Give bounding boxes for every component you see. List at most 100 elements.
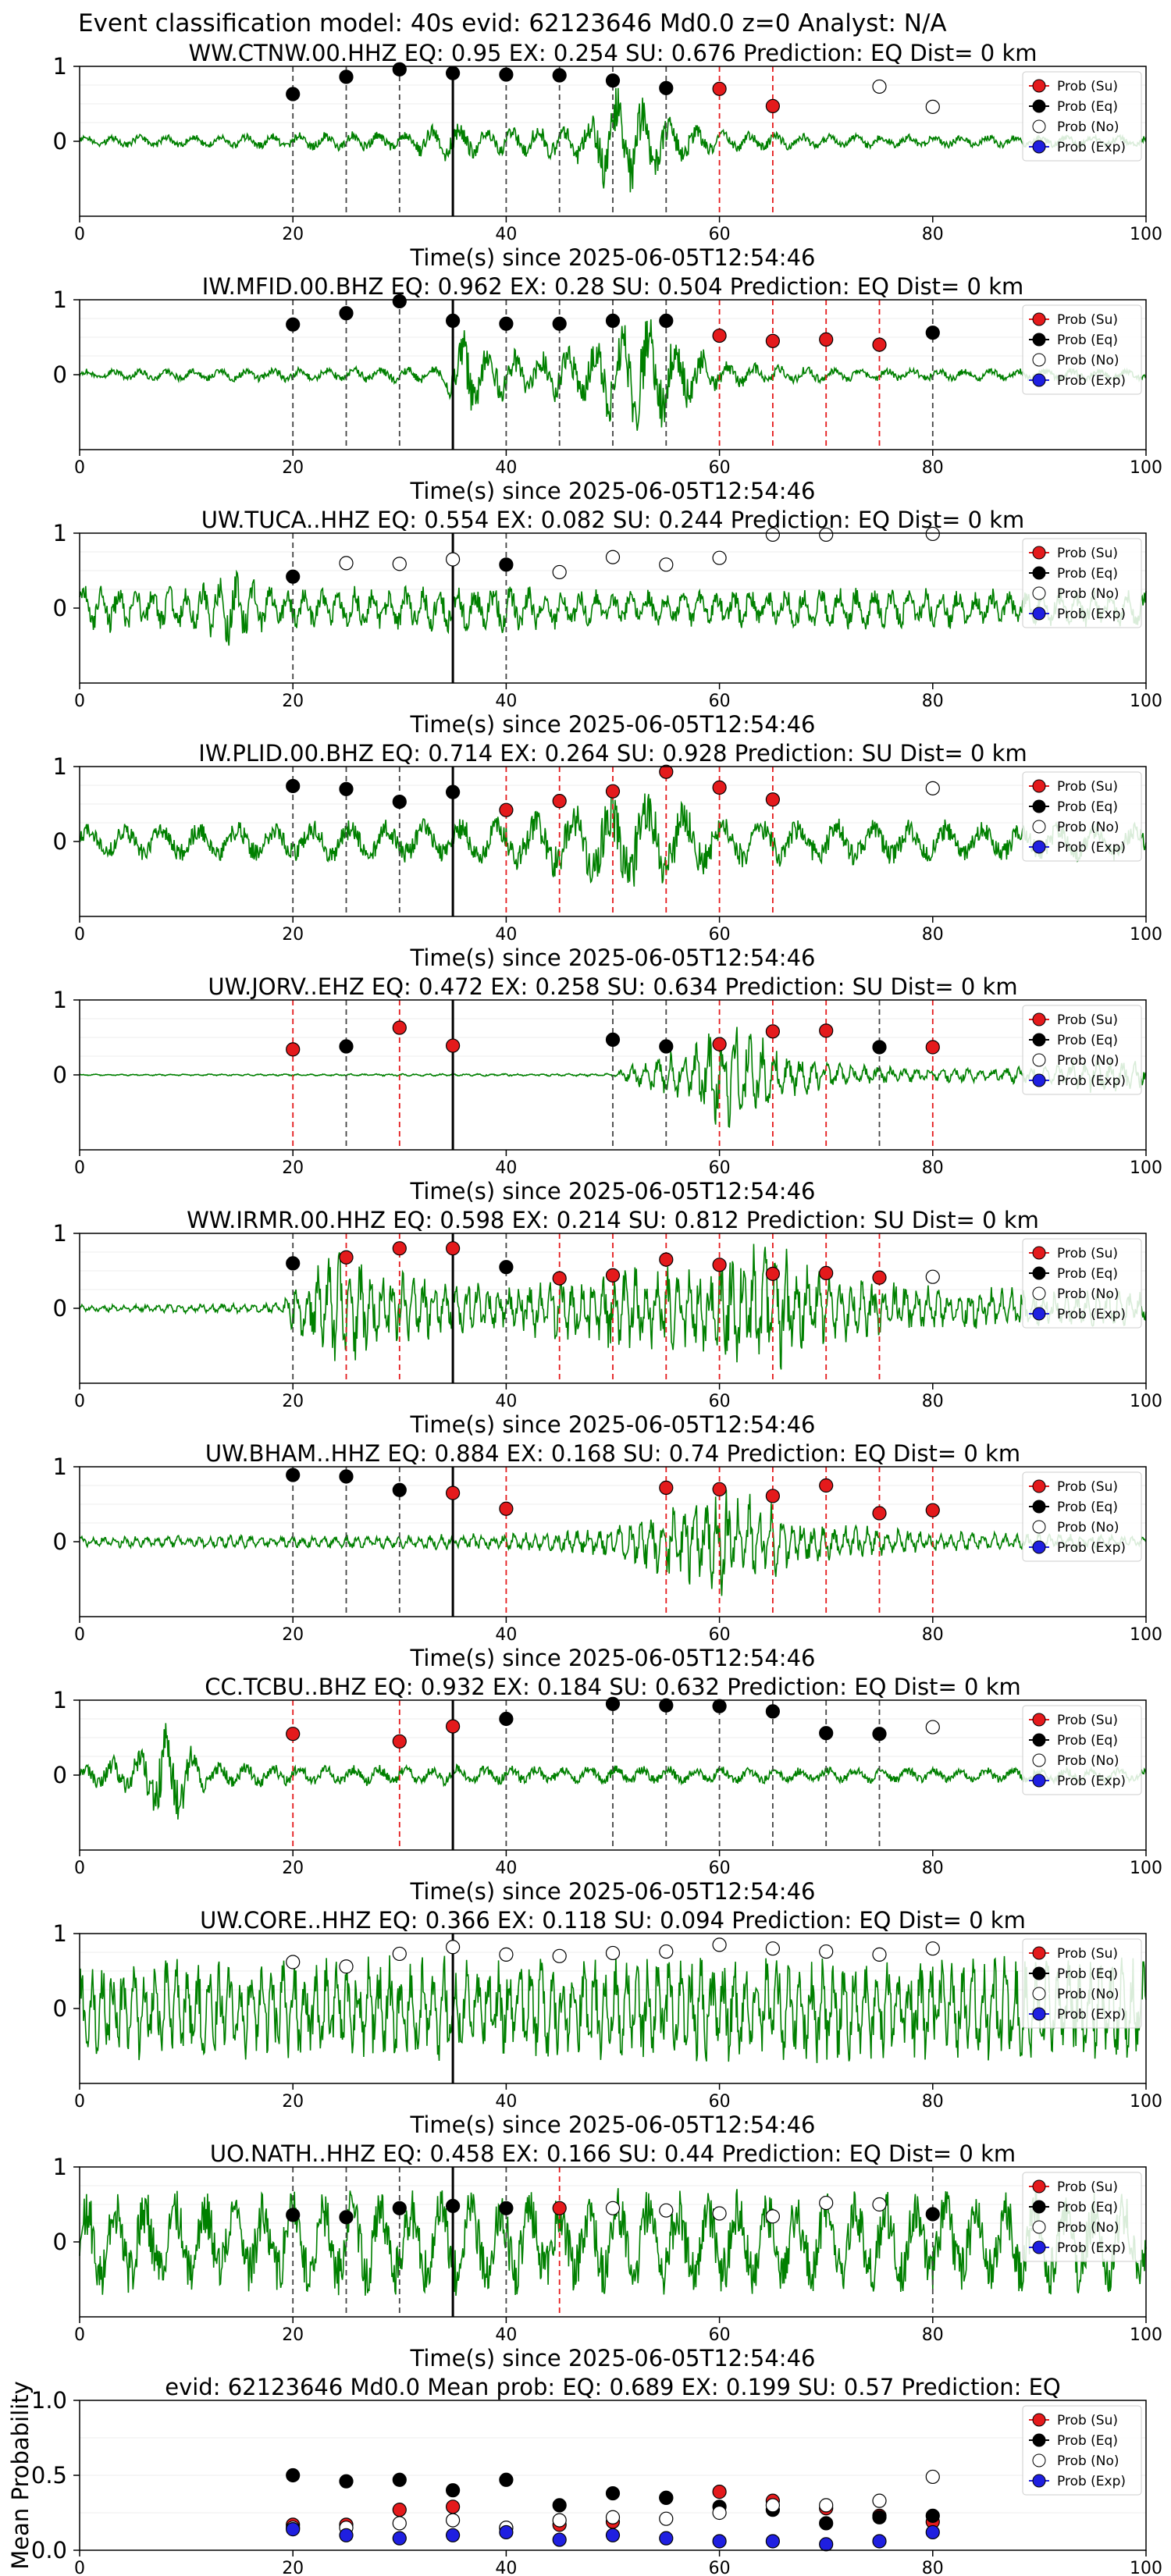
prob-point-su	[552, 794, 567, 809]
prob-point-eq	[339, 1469, 354, 1484]
prob-point-su	[392, 1241, 407, 1256]
prob-point-su	[499, 1501, 514, 1516]
prob-point-no	[339, 556, 354, 571]
legend-marker-no	[1032, 2220, 1046, 2234]
x-tick-label: 20	[282, 1859, 304, 1878]
legend-box	[1022, 538, 1142, 628]
waveform-trace	[79, 569, 1147, 646]
subplot-title: UW.CORE..HHZ EQ: 0.366 EX: 0.118 SU: 0.0…	[200, 1907, 1026, 1934]
legend-marker-exp	[1032, 840, 1046, 854]
x-tick-label: 40	[495, 1625, 517, 1645]
prob-point-no	[925, 526, 940, 542]
x-tick-label: 60	[709, 925, 731, 945]
legend-marker-no	[1032, 119, 1046, 133]
prob-point-no	[819, 2195, 834, 2211]
prob-point-eq	[339, 1039, 354, 1054]
prob-point-no	[925, 1269, 940, 1284]
subplot-title: UW.JORV..EHZ EQ: 0.472 EX: 0.258 SU: 0.6…	[208, 973, 1017, 1000]
legend-label-no: Prob (No)	[1057, 1053, 1119, 1069]
x-tick-label: 100	[1130, 925, 1162, 945]
prob-point-su	[819, 1023, 834, 1038]
y-tick-label: 1	[53, 753, 67, 780]
subplot-9: UW.CORE..HHZ EQ: 0.366 EX: 0.118 SU: 0.0…	[53, 1907, 1162, 2138]
x-tick-label: 0	[74, 1859, 85, 1878]
mean-point-exp	[819, 2537, 834, 2552]
prob-point-eq	[286, 2208, 301, 2222]
x-tick-label: 20	[282, 2092, 304, 2112]
prob-point-su	[925, 1503, 940, 1517]
legend-box	[1022, 1005, 1142, 1095]
y-tick-label: 1	[53, 1453, 67, 1480]
legend-marker-no	[1032, 586, 1046, 600]
x-tick-label: 80	[922, 1859, 944, 1878]
prob-point-eq	[605, 73, 621, 88]
mean-point-no	[712, 2505, 727, 2521]
x-tick-label: 40	[495, 225, 517, 244]
legend-label-no: Prob (No)	[1057, 586, 1119, 602]
mean-point-su	[445, 2500, 461, 2514]
legend-marker-eq	[1032, 1266, 1046, 1280]
prob-point-eq	[872, 1040, 887, 1055]
x-axis-label: Time(s) since 2025-06-05T12:54:46	[410, 711, 816, 738]
prob-point-su	[872, 1270, 887, 1285]
x-tick-label: 20	[282, 925, 304, 945]
legend-label-su: Prob (Su)	[1057, 1713, 1118, 1728]
legend-marker-eq	[1032, 2200, 1046, 2214]
prob-point-eq	[499, 1260, 514, 1275]
y-tick-label: 1	[53, 2154, 67, 2180]
prob-point-no	[872, 79, 887, 94]
prob-point-su	[392, 1020, 407, 1035]
prob-point-no	[605, 2201, 621, 2215]
prob-point-eq	[339, 781, 354, 796]
prob-point-eq	[765, 1704, 781, 1719]
x-axis-label: Time(s) since 2025-06-05T12:54:46	[410, 1878, 816, 1905]
prob-point-eq	[499, 67, 514, 82]
prob-point-su	[712, 1482, 727, 1496]
prob-point-su	[765, 792, 781, 807]
legend-box	[1022, 1238, 1142, 1329]
legend-marker-no	[1032, 820, 1046, 834]
mean-point-eq	[819, 2516, 834, 2531]
prob-point-eq	[286, 87, 301, 101]
legend-box	[1022, 71, 1142, 162]
prob-point-no	[605, 550, 621, 564]
legend-marker-no	[1032, 1987, 1046, 2001]
legend-marker-su	[1032, 312, 1046, 326]
prob-point-no	[552, 1948, 567, 1963]
legend-label-exp: Prob (Exp)	[1057, 607, 1126, 622]
prob-point-no	[712, 550, 727, 565]
y-tick-label: 1	[53, 520, 67, 546]
legend-label-eq: Prob (Eq)	[1057, 799, 1118, 815]
prob-point-eq	[659, 313, 674, 328]
prob-point-su	[445, 1038, 461, 1053]
y-tick-label: 0	[53, 1762, 67, 1788]
mean-point-eq	[499, 2472, 514, 2487]
prob-point-eq	[445, 785, 461, 799]
prob-point-eq	[286, 778, 301, 794]
x-tick-label: 80	[922, 458, 944, 478]
x-tick-label: 40	[495, 1859, 517, 1878]
legend-label-no: Prob (No)	[1057, 2453, 1119, 2469]
axes-frame	[79, 1699, 1147, 1851]
y-tick-label: 1	[53, 1220, 67, 1247]
legend-label-no: Prob (No)	[1057, 1987, 1119, 2002]
legend-box	[1022, 2172, 1142, 2262]
prob-point-no	[605, 1945, 621, 1961]
prob-point-eq	[499, 557, 514, 572]
legend-marker-exp	[1032, 373, 1046, 387]
legend-box	[1022, 771, 1142, 862]
subplot-11: evid: 62123646 Md0.0 Mean prob: EQ: 0.68…	[7, 2374, 1162, 2576]
prob-point-no	[872, 2197, 887, 2212]
prob-point-no	[392, 557, 407, 571]
prob-point-eq	[552, 316, 567, 331]
mean-point-exp	[765, 2534, 781, 2549]
prob-point-su	[765, 1489, 781, 1503]
x-tick-label: 80	[922, 2325, 944, 2345]
x-tick-label: 0	[74, 1392, 85, 1411]
y-tick-label: 1	[53, 987, 67, 1013]
mean-point-no	[552, 2513, 567, 2528]
prob-point-eq	[445, 2198, 461, 2214]
legend-marker-su	[1032, 1012, 1046, 1026]
axes-frame	[79, 66, 1147, 217]
prob-point-no	[925, 1720, 940, 1735]
